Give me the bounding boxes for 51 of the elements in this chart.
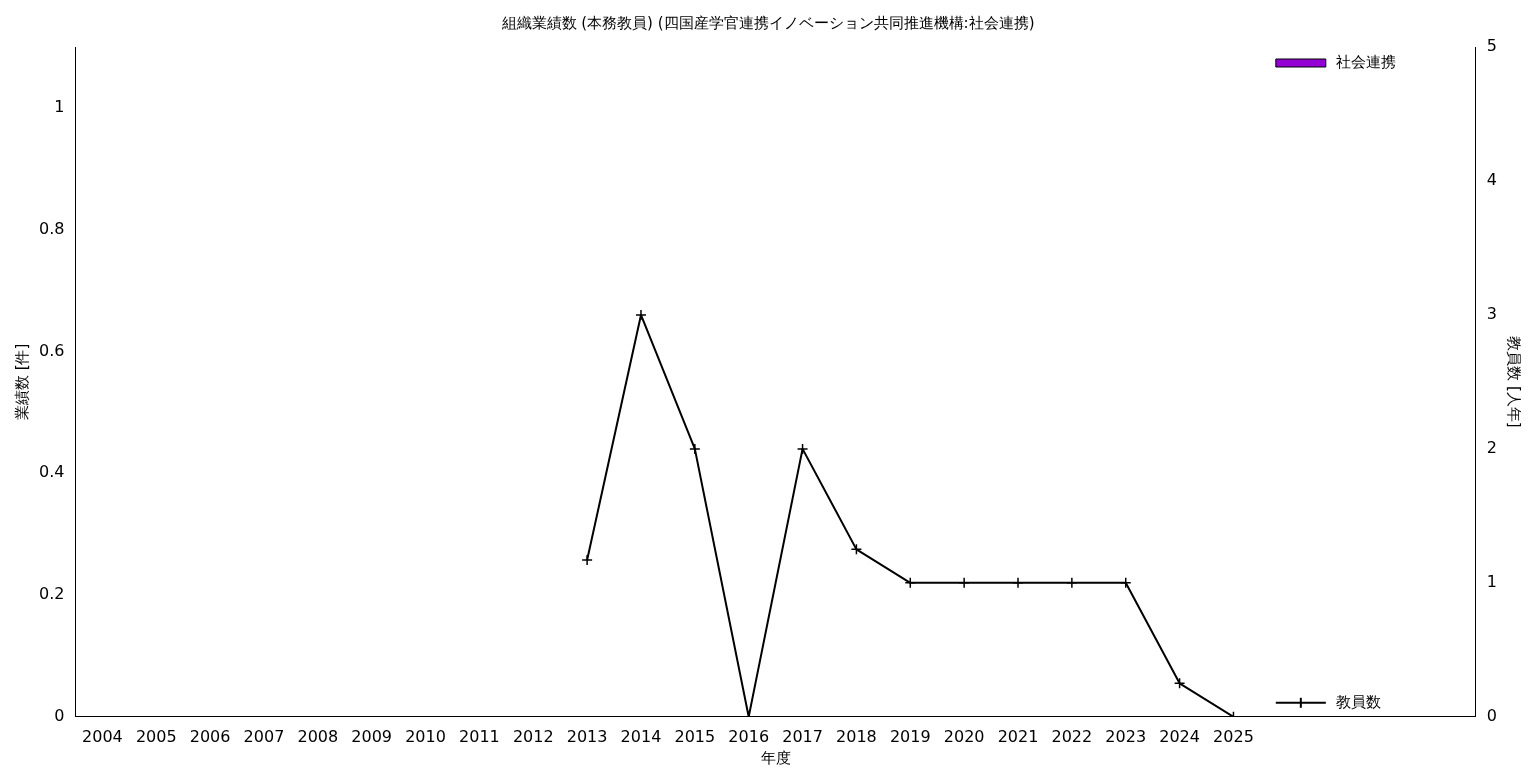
legend-label: 社会連携	[1335, 52, 1396, 71]
y2-tick-label: 0	[1486, 705, 1498, 725]
point	[635, 309, 647, 321]
x-tick-label: 2012	[512, 726, 554, 746]
x-tick-label: 2017	[782, 726, 823, 746]
x-tick-label: 2009	[351, 726, 393, 746]
x-tick-label: 2007	[243, 726, 285, 746]
x-tick-label: 2024	[1159, 726, 1200, 746]
point	[958, 577, 970, 589]
x-tick-label: 2008	[297, 726, 339, 746]
y-tick-label: 0	[54, 705, 65, 725]
y2-tick-label: 5	[1486, 36, 1498, 56]
point	[904, 577, 917, 589]
x-tick-label: 2004	[82, 726, 123, 746]
point	[581, 554, 593, 566]
y-axis-title: 業績数 [件]	[12, 343, 31, 421]
x-tick-label: 2005	[135, 726, 177, 746]
point	[1119, 577, 1132, 589]
point	[850, 543, 863, 556]
x-tick-label: 2014	[620, 726, 662, 746]
x-tick-label: 2015	[674, 726, 716, 746]
x-tick-label: 2016	[728, 726, 770, 746]
x-tick-label: 2019	[889, 726, 931, 746]
chart-title: 組織業績数 (本務教員) (四国産学官連携イノベーション共同推進機構:社会連携)	[500, 13, 1035, 32]
x-tick-label: 2010	[405, 726, 446, 746]
y-tick-label: 0.4	[38, 462, 65, 482]
point	[1173, 677, 1186, 690]
x-tick-label: 2021	[997, 726, 1039, 746]
x-tick-label: 2023	[1105, 726, 1147, 746]
point	[1066, 577, 1078, 589]
y2-tick-label: 2	[1486, 438, 1498, 458]
y2-tick-label: 4	[1486, 170, 1498, 190]
y2-tick-label: 1	[1486, 572, 1498, 591]
x-axis-title: 年度	[760, 748, 791, 767]
x-tick-label: 2013	[566, 726, 608, 746]
point	[796, 443, 809, 455]
y-tick-label: 0.6	[38, 340, 65, 360]
y-tick-label: 1	[54, 97, 65, 117]
y2-tick-label: 3	[1486, 304, 1498, 324]
x-tick-label: 2006	[189, 726, 231, 746]
point	[689, 443, 701, 455]
x-tick-label: 2018	[836, 726, 877, 746]
y-tick-label: 0.8	[38, 218, 65, 238]
x-tick-label: 2022	[1051, 726, 1093, 746]
x-tick-label: 2011	[459, 726, 500, 746]
y2-axis-title: 教員数 [人年]	[1505, 336, 1524, 428]
legend-label: 教員数	[1335, 692, 1381, 711]
x-tick-label: 2025	[1213, 726, 1254, 746]
y-tick-label: 0.2	[38, 584, 65, 604]
point	[1012, 577, 1024, 589]
x-tick-label: 2020	[943, 726, 985, 746]
